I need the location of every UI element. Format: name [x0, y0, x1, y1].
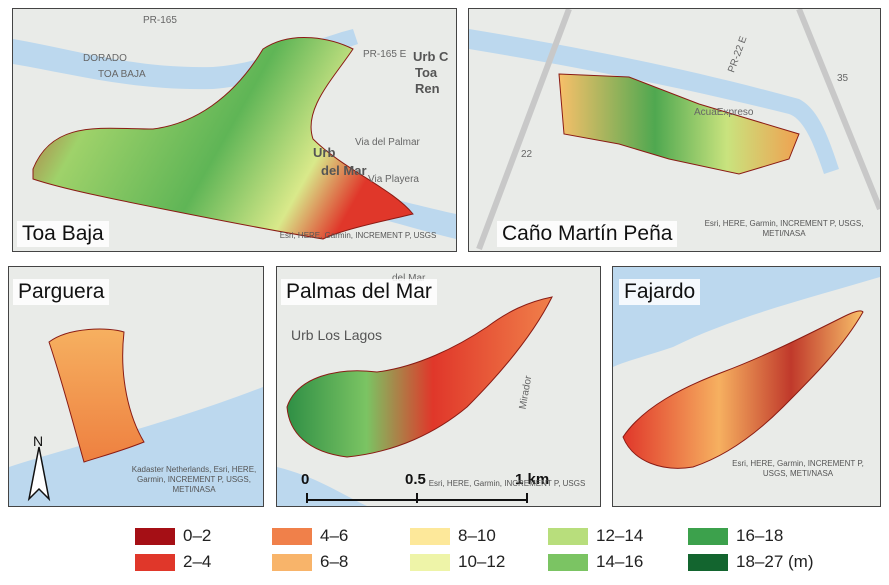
legend-label: 6–8 — [320, 552, 349, 571]
map-panel: Fajardo Esri, HERE, Garmin, INCREMENT P,… — [612, 266, 881, 507]
legend-label: 2–4 — [183, 552, 212, 571]
legend-item: 2–4 — [135, 552, 211, 572]
legend: 0–2 2–4 4–6 6–8 8–10 10–12 12–14 14–16 16–18 18–2… — [0, 520, 889, 580]
legend-item: 10–12 — [410, 552, 505, 572]
panel-title: Toa Baja — [17, 221, 109, 247]
legend-item: 0–2 — [135, 526, 211, 546]
map-label: DORADO — [83, 53, 127, 64]
map — [9, 328, 263, 506]
legend-label: 14–16 — [596, 552, 644, 571]
legend-label: 12–14 — [596, 526, 644, 545]
attribution: Esri, HERE, Garmin, INCREMENT P, USGS, M… — [732, 459, 864, 478]
attribution: Esri, HERE, Garmin, INCREMENT P, USGS — [279, 231, 437, 240]
legend-swatch — [410, 527, 450, 545]
map-label: Via Playera — [368, 174, 419, 185]
legend-item: 12–14 — [548, 526, 643, 546]
map-label: PR-165 — [143, 15, 177, 26]
map-label: Urb C — [413, 49, 449, 64]
legend-swatch — [548, 553, 588, 571]
legend-item: 18–27 (m) — [688, 552, 813, 572]
map-label: Urb Los Lagos — [291, 327, 383, 343]
legend-swatch — [548, 527, 588, 545]
legend-label: 10–12 — [458, 552, 506, 571]
scale-label: 0 — [301, 471, 310, 488]
map-label: Ren — [415, 81, 440, 96]
legend-swatch — [135, 527, 175, 545]
map-label: Toa — [415, 65, 438, 80]
legend-item: 8–10 — [410, 526, 496, 546]
panel-title: Palmas del Mar — [281, 279, 437, 305]
map-label: del Mar — [321, 163, 367, 178]
legend-swatch — [410, 553, 450, 571]
map — [277, 296, 553, 506]
legend-swatch — [135, 553, 175, 571]
attribution: Esri, HERE, Garmin, INCREMENT P, USGS, M… — [704, 219, 864, 238]
panel-title: Caño Martín Peña — [497, 221, 678, 247]
legend-label: 0–2 — [183, 526, 212, 545]
legend-label: 4–6 — [320, 526, 349, 545]
legend-item: 14–16 — [548, 552, 643, 572]
legend-swatch — [272, 553, 312, 571]
map-label: TOA BAJA — [98, 69, 146, 80]
legend-swatch — [688, 527, 728, 545]
map-panel: PR-165 DORADO TOA BAJA PR-165 E Urb C To… — [12, 8, 457, 252]
scale-label: 0.5 — [405, 471, 426, 488]
map-panel: AcuaExpreso PR-22 E 35 22 Caño Martín Pe… — [468, 8, 881, 252]
legend-label: 8–10 — [458, 526, 496, 545]
map-label: Via del Palmar — [355, 137, 420, 148]
legend-item: 4–6 — [272, 526, 348, 546]
legend-item: 6–8 — [272, 552, 348, 572]
map-panel: N Parguera Kadaster Netherlands, Esri, H… — [8, 266, 264, 507]
legend-item: 16–18 — [688, 526, 783, 546]
map-panel: del Mar Urb Los Lagos Mirador Palmas del… — [276, 266, 601, 507]
legend-label: 18–27 (m) — [736, 552, 814, 571]
legend-swatch — [272, 527, 312, 545]
attribution: Esri, HERE, Garmin, INCREMENT P, USGS — [428, 479, 586, 488]
panel-title: Fajardo — [619, 279, 701, 305]
map — [13, 29, 456, 240]
map-label: AcuaExpreso — [694, 107, 754, 118]
map — [469, 9, 880, 251]
map-label: PR-165 E — [363, 49, 407, 60]
legend-label: 16–18 — [736, 526, 784, 545]
legend-swatch — [688, 553, 728, 571]
north-arrow-label: N — [33, 433, 44, 449]
map-label: del Mar — [392, 273, 425, 284]
panel-title: Parguera — [13, 279, 110, 305]
attribution: Kadaster Netherlands, Esri, HERE, Garmin… — [131, 465, 257, 494]
map-label: 35 — [837, 73, 849, 84]
map-label: 22 — [521, 149, 533, 160]
map-label: Urb — [313, 145, 336, 160]
scale-label: 1 km — [515, 471, 550, 488]
